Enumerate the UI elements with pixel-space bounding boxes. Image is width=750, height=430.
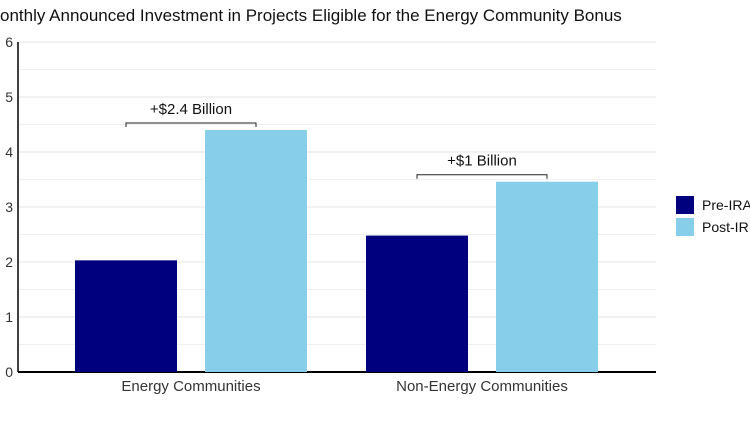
y-tick-label: 3: [5, 199, 13, 215]
y-tick-label: 4: [5, 144, 13, 160]
chart-title: onthly Announced Investment in Projects …: [0, 6, 622, 25]
x-category-label: Energy Communities: [121, 378, 260, 395]
bar: [205, 130, 307, 372]
x-category-label: Non-Energy Communities: [396, 378, 568, 395]
bar: [366, 235, 468, 372]
annotation-label: +$2.4 Billion: [150, 101, 232, 118]
y-tick-label: 2: [5, 254, 13, 270]
y-tick-label: 1: [5, 309, 13, 325]
y-tick-label: 5: [5, 89, 13, 105]
legend-label: Pre-IRA: [702, 197, 750, 213]
bar: [496, 181, 598, 372]
legend-swatch: [676, 218, 694, 236]
y-tick-label: 0: [5, 364, 13, 380]
bar: [75, 260, 177, 372]
legend-label: Post-IR: [702, 219, 749, 235]
y-tick-label: 6: [5, 34, 13, 50]
annotation-bracket: [416, 174, 548, 179]
annotation-bracket: [125, 122, 257, 127]
legend-swatch: [676, 196, 694, 214]
annotation-label: +$1 Billion: [447, 153, 517, 170]
